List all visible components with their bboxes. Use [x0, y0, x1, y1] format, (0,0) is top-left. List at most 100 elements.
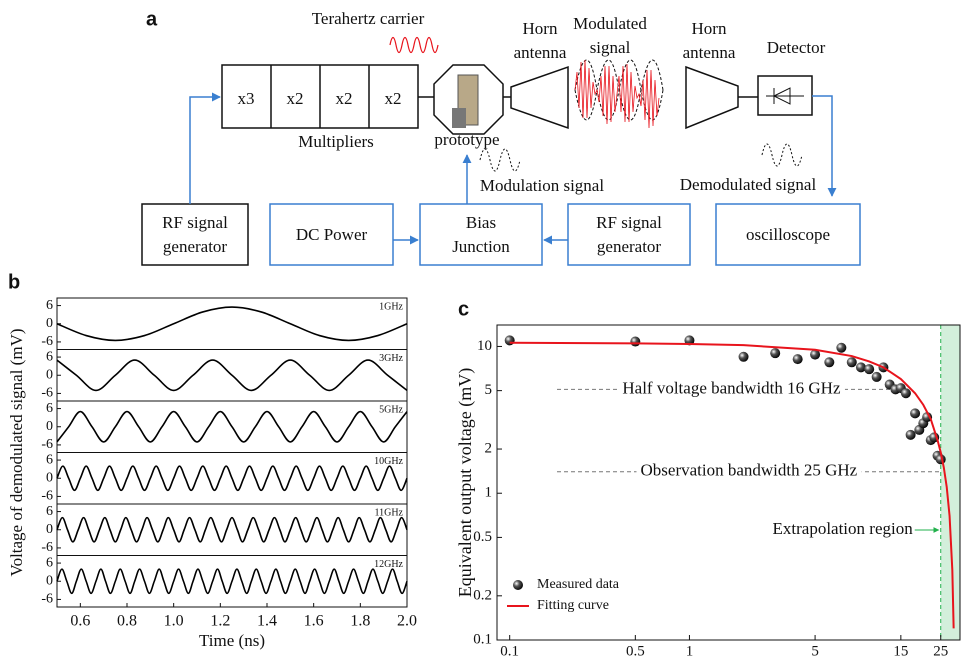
point — [905, 429, 916, 440]
y-tick-label: 5 — [485, 382, 493, 398]
x-tick-label: 2.0 — [397, 613, 417, 630]
x-axis-label: Time (ns) — [199, 631, 265, 650]
y-tick-label: 0.2 — [473, 587, 492, 603]
y-tick-label: 6 — [46, 555, 53, 570]
y-tick-label: -6 — [41, 334, 53, 349]
y-tick-label: 6 — [46, 298, 53, 313]
multiplier: x2 — [385, 89, 402, 108]
annotation: Observation bandwidth 25 GHz — [641, 461, 858, 480]
charts: b60-61GHz60-63GHz60-65GHz60-610GHz60-611… — [7, 271, 961, 658]
x-tick-label: 1 — [686, 643, 694, 658]
point — [855, 362, 866, 373]
x-tick-label: 1.4 — [257, 613, 277, 630]
wave — [56, 516, 408, 543]
y-tick-label: 0 — [46, 470, 53, 485]
demodulated-label: Demodulated signal — [680, 175, 817, 194]
point — [910, 408, 921, 419]
y-tick-label: 0.5 — [473, 529, 492, 545]
series-label: 11GHz — [374, 507, 403, 518]
box-label: Bias Junction — [452, 212, 510, 256]
y-tick-label: -6 — [41, 489, 53, 504]
point — [630, 336, 641, 347]
series-label: 5GHz — [379, 404, 403, 415]
prototype-label: prototype — [434, 130, 499, 149]
y-tick-label: 0 — [46, 316, 53, 331]
modulated-label: Modulated signal — [573, 14, 647, 57]
legend-label: Fitting curve — [537, 598, 609, 613]
x-tick-label: 1.2 — [210, 613, 230, 630]
region — [940, 325, 960, 640]
point — [922, 412, 933, 423]
x-tick-label: 5 — [811, 643, 819, 658]
point — [738, 351, 749, 362]
horn-tx — [510, 65, 569, 130]
y-tick-label: 6 — [46, 452, 53, 467]
y-tick-label: -6 — [41, 540, 53, 555]
y-tick-label: 0.1 — [473, 631, 492, 647]
point — [846, 357, 857, 368]
x-tick-label: 0.8 — [117, 613, 137, 630]
box — [715, 203, 861, 266]
multiplier: x2 — [287, 89, 304, 108]
point — [864, 364, 875, 375]
arrow — [189, 92, 221, 204]
x-tick-label: 1.8 — [350, 613, 370, 630]
box — [419, 203, 543, 266]
point — [684, 335, 695, 346]
mod-wave — [479, 148, 521, 172]
plot-frame — [496, 324, 961, 641]
series-label: 10GHz — [374, 456, 403, 467]
wave — [56, 306, 408, 342]
x-tick-label: 1.6 — [304, 613, 324, 630]
y-tick-label: 10 — [477, 338, 492, 354]
y-axis-label: Voltage of demodulated signal (mV) — [7, 328, 26, 576]
y-axis-label: Equivalent output voltage (mV) — [455, 368, 476, 597]
y-tick-label: 0 — [46, 573, 53, 588]
box — [269, 203, 394, 266]
box — [141, 203, 249, 266]
prototype-mount — [452, 108, 466, 128]
multipliers-label: Multipliers — [298, 132, 374, 151]
point — [900, 388, 911, 399]
y-tick-label: 0 — [46, 367, 53, 382]
wave — [56, 359, 408, 392]
point — [824, 357, 835, 368]
x-tick-label: 0.5 — [626, 643, 645, 658]
box-label: RF signal generator — [162, 212, 228, 256]
x-tick-label: 15 — [893, 643, 908, 658]
y-tick-label: 0 — [46, 522, 53, 537]
wave — [56, 568, 408, 595]
carrier-wave — [389, 36, 439, 54]
y-tick-label: 0 — [46, 419, 53, 434]
legend-label: Measured data — [537, 577, 620, 592]
modulated-wave — [574, 59, 660, 129]
detector-label: Detector — [766, 38, 826, 57]
y-tick-label: 1 — [485, 485, 493, 501]
y-tick-label: -6 — [41, 437, 53, 452]
y-tick-label: 6 — [46, 349, 53, 364]
point — [810, 349, 821, 360]
box — [567, 203, 691, 266]
fit-curve — [509, 341, 955, 629]
point — [504, 335, 515, 346]
box-label: RF signal generator — [596, 212, 662, 256]
horn-label: Horn antenna — [513, 19, 567, 62]
y-tick-label: 6 — [46, 504, 53, 519]
series-label: 1GHz — [379, 301, 403, 312]
series-label: 3GHz — [379, 353, 403, 364]
wave — [56, 465, 408, 492]
point — [770, 348, 781, 359]
point — [871, 371, 882, 382]
horn-rx — [685, 65, 739, 130]
wave — [56, 410, 408, 443]
point — [836, 342, 847, 353]
envelope — [574, 59, 664, 121]
demod-wave — [761, 143, 803, 167]
region-label: Extrapolation region — [773, 519, 914, 538]
carrier-label: Terahertz carrier — [312, 9, 425, 28]
y-tick-label: 6 — [46, 401, 53, 416]
y-tick-label: -6 — [41, 592, 53, 607]
series-label: 12GHz — [374, 559, 403, 570]
multiplier: x2 — [336, 89, 353, 108]
